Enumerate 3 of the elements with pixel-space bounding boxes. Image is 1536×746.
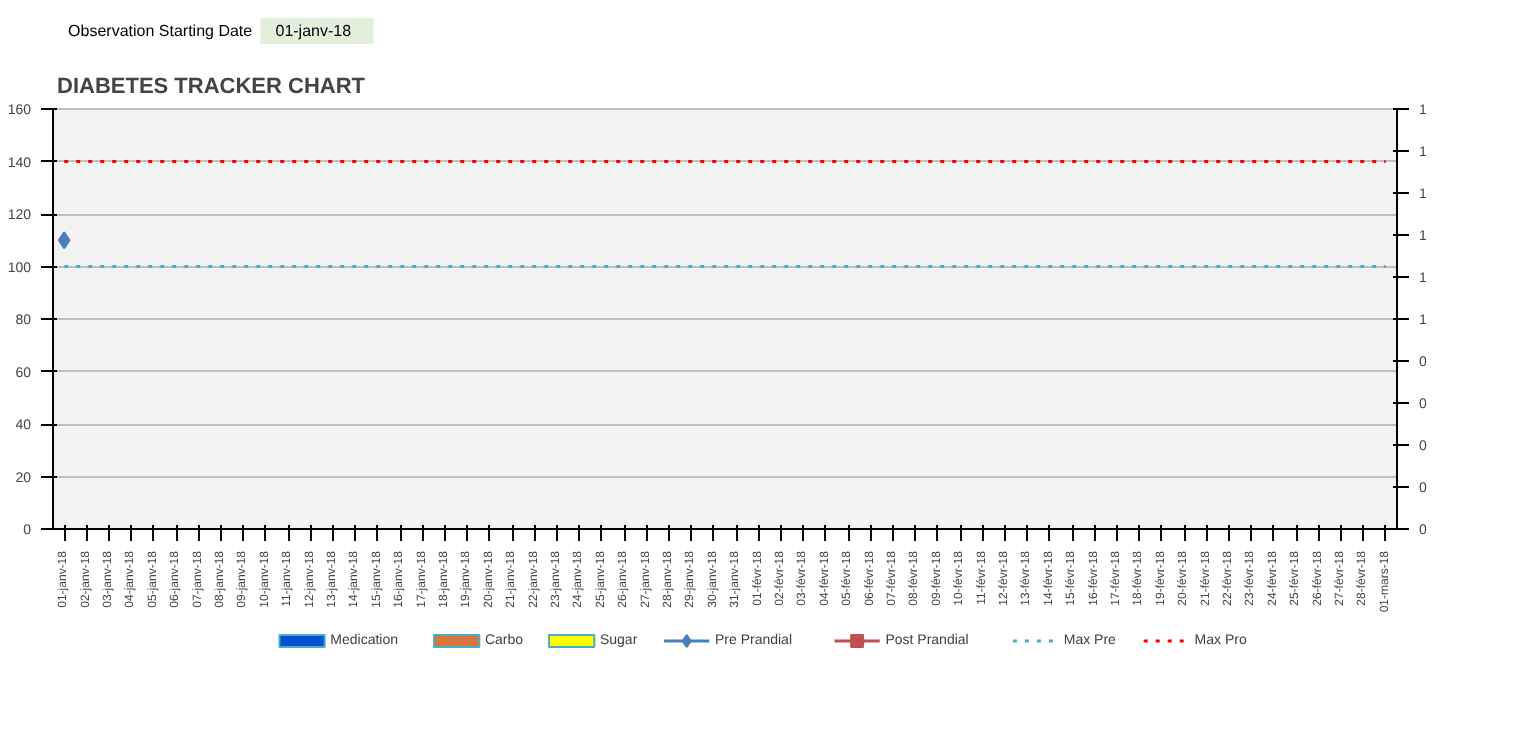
text: 01-janv-18 xyxy=(275,22,353,40)
text: Observation Starting Date xyxy=(68,22,254,40)
chart-title: DIABETES TRACKER CHART xyxy=(57,75,366,99)
